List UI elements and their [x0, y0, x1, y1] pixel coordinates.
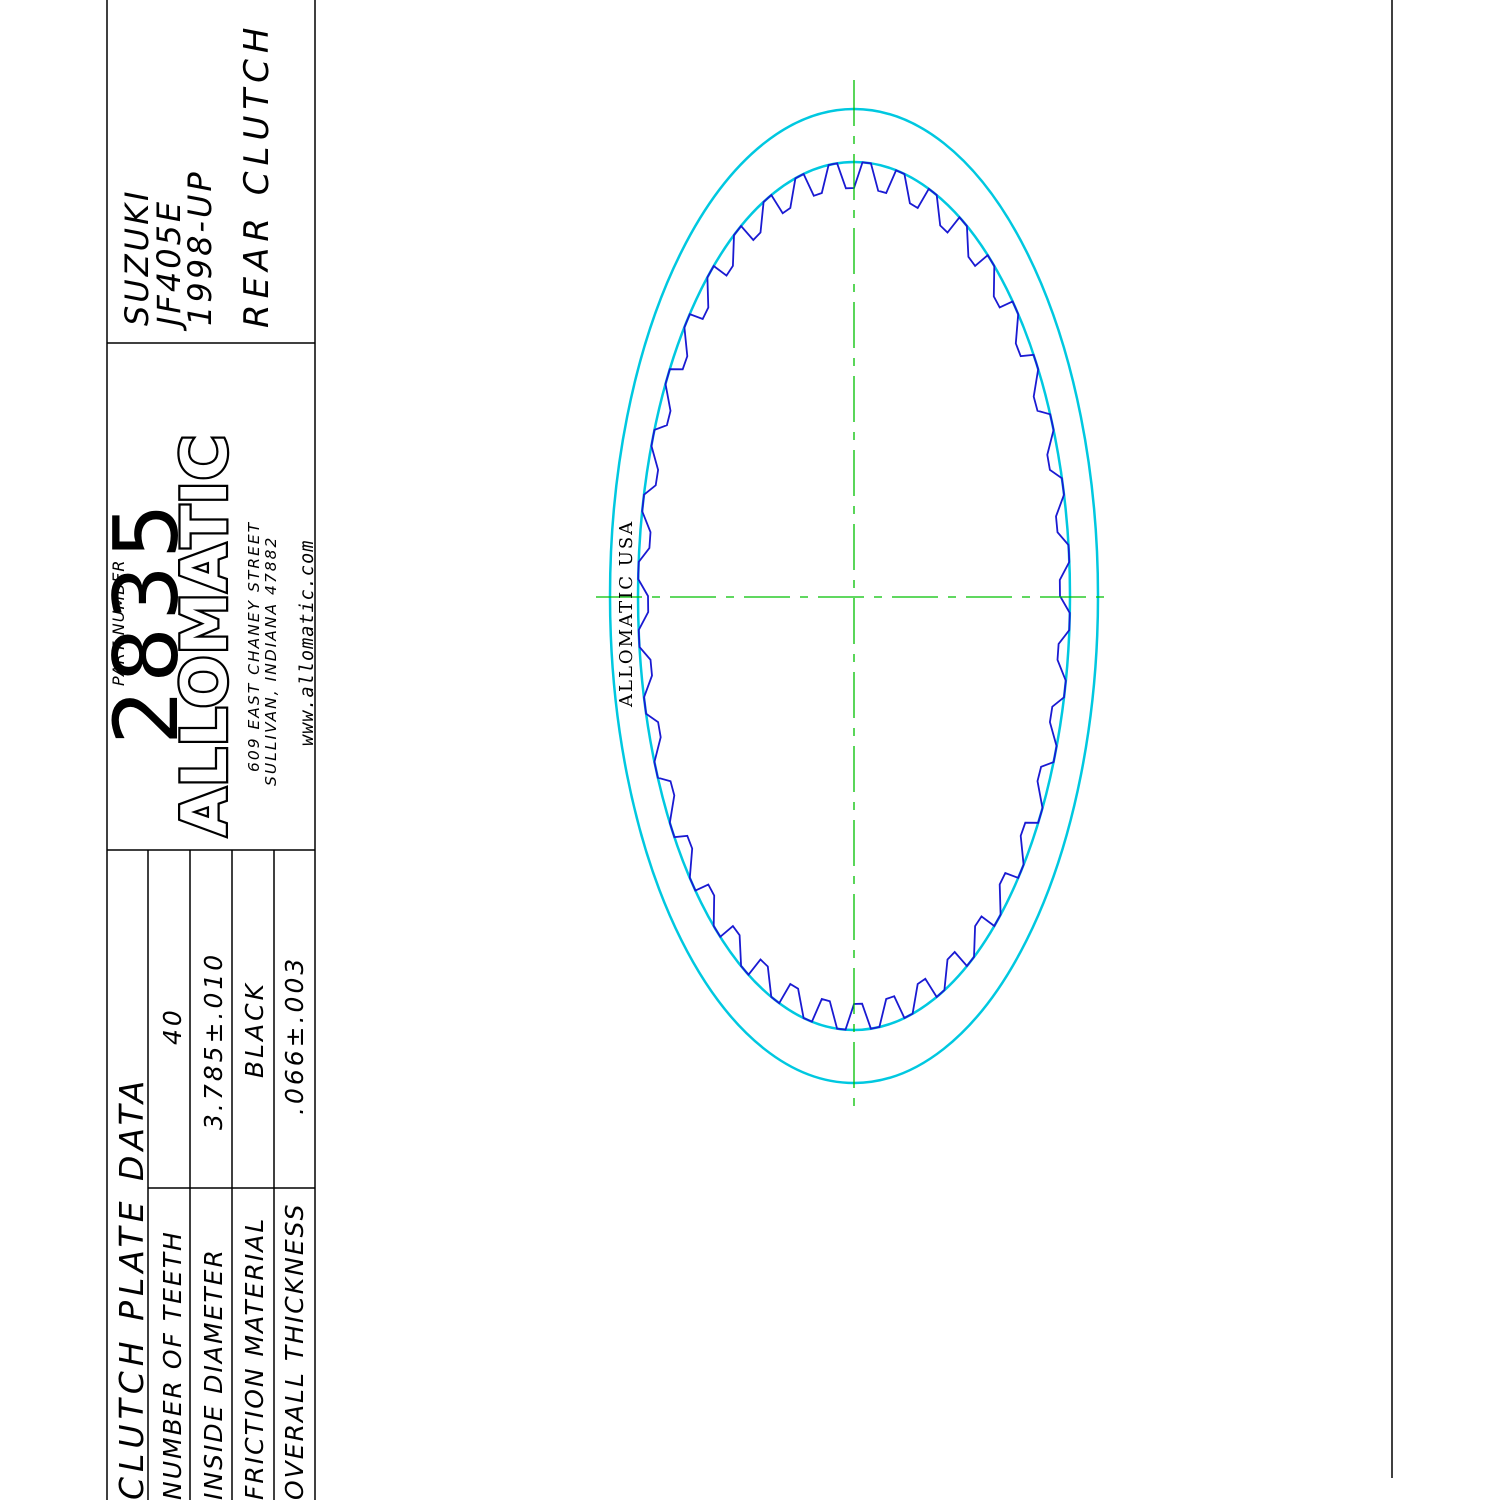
- clutch-plate-data: CLUTCH PLATE DATA NUMBER OF TEETH 40 INS…: [112, 952, 309, 1500]
- data-header: CLUTCH PLATE DATA: [112, 1076, 151, 1500]
- brand-logo: ALLOMATIC: [168, 434, 241, 836]
- application-position: REAR CLUTCH: [237, 22, 277, 328]
- data-value-friction-material: BLACK: [240, 981, 269, 1078]
- data-value-inside-diameter: 3.785±.010: [199, 952, 228, 1130]
- application-years: 1998-UP: [181, 169, 219, 326]
- title-block: CLUTCH PLATE DATA NUMBER OF TEETH 40 INS…: [95, 22, 318, 1500]
- part-info: PART NUMBER 2835 ALLOMATIC 609 EAST CHAN…: [95, 432, 318, 839]
- application-make: SUZUKI: [118, 189, 156, 327]
- data-value-overall-thickness: .066±.003: [280, 956, 309, 1115]
- clutch-plate-drawing: ALLOMATIC USA: [596, 80, 1112, 1112]
- website: www.allomatic.com: [297, 540, 318, 746]
- application-model: JF405E: [150, 199, 188, 332]
- sheet-border: [106, 0, 1393, 1500]
- data-value-teeth: 40: [158, 1007, 187, 1045]
- part-number: 2835: [95, 497, 198, 745]
- data-label-overall-thickness: OVERALL THICKNESS: [280, 1203, 309, 1500]
- plate-stamp: ALLOMATIC USA: [616, 520, 637, 708]
- address-line-1: 609 EAST CHANEY STREET: [245, 521, 263, 772]
- data-label-friction-material: FRICTION MATERIAL: [240, 1217, 269, 1500]
- application-info: SUZUKI JF405E 1998-UP REAR CLUTCH: [118, 22, 277, 332]
- address-line-2: SULLIVAN, INDIANA 47882: [262, 536, 280, 786]
- data-label-teeth: NUMBER OF TEETH: [158, 1230, 187, 1500]
- data-label-inside-diameter: INSIDE DIAMETER: [199, 1248, 228, 1500]
- part-number-label: PART NUMBER: [109, 560, 128, 686]
